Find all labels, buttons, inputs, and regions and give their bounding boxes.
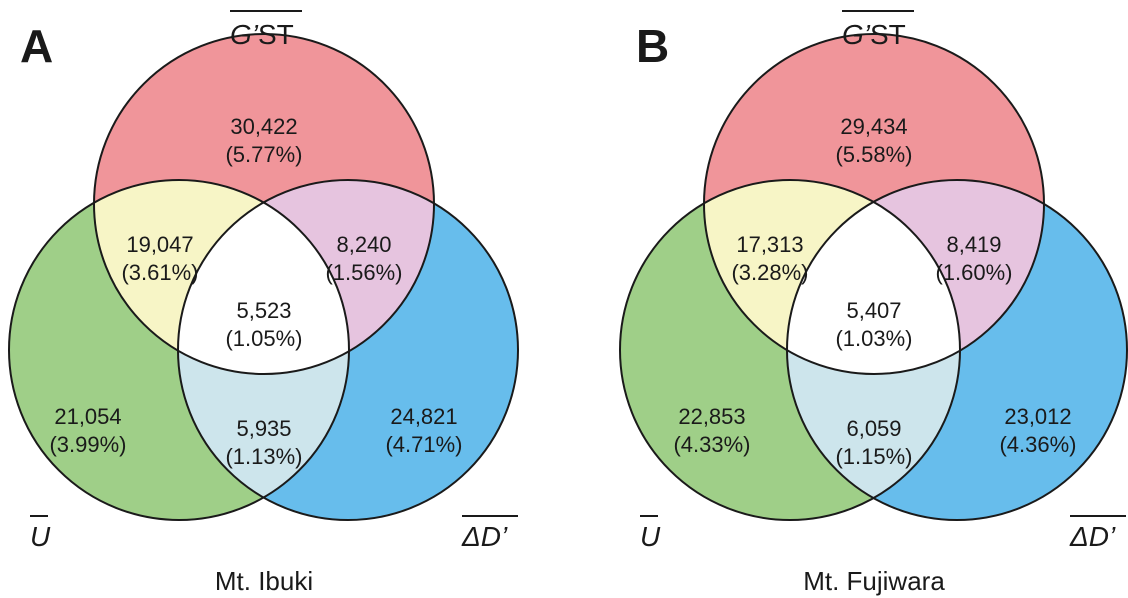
pct-gst-dd: (1.56%) — [325, 260, 402, 285]
pct-all: (1.03%) — [835, 326, 912, 351]
count-gst-only: 29,434 — [840, 114, 907, 139]
count-all: 5,407 — [846, 298, 901, 323]
pct-u-only: (4.33%) — [673, 432, 750, 457]
circle-outline-dd — [177, 179, 519, 521]
panel-letter: A — [20, 20, 53, 72]
pct-gst-u: (3.28%) — [731, 260, 808, 285]
count-all: 5,523 — [236, 298, 291, 323]
circle-outline-dd — [786, 179, 1128, 521]
region-all — [787, 180, 960, 374]
circle-outline-u — [619, 179, 961, 521]
count-gst-u: 19,047 — [126, 232, 193, 257]
pct-dd-only: (4.36%) — [999, 432, 1076, 457]
pct-u-only: (3.99%) — [49, 432, 126, 457]
pct-u-dd: (1.15%) — [835, 444, 912, 469]
count-gst-u: 17,313 — [736, 232, 803, 257]
count-gst-dd: 8,240 — [336, 232, 391, 257]
count-dd-only: 23,012 — [1004, 404, 1071, 429]
panel-letter: B — [636, 20, 669, 72]
count-gst-dd: 8,419 — [946, 232, 1001, 257]
site-label: Mt. Fujiwara — [803, 566, 945, 596]
count-u-only: 21,054 — [54, 404, 121, 429]
pct-dd-only: (4.71%) — [385, 432, 462, 457]
label-gst: G’ST — [842, 19, 906, 50]
count-dd-only: 24,821 — [390, 404, 457, 429]
panel-a: A G’ST U ΔD’ 30,422 (5.77%) 19,047 (3.61… — [8, 10, 519, 596]
circle-outline-u — [8, 179, 350, 521]
pct-gst-u: (3.61%) — [121, 260, 198, 285]
label-dd: ΔD’ — [461, 521, 508, 552]
site-label: Mt. Ibuki — [215, 566, 313, 596]
label-dd: ΔD’ — [1069, 521, 1116, 552]
pct-gst-only: (5.58%) — [835, 142, 912, 167]
label-u: U — [30, 521, 51, 552]
pct-gst-dd: (1.60%) — [935, 260, 1012, 285]
count-u-dd: 5,935 — [236, 416, 291, 441]
panel-b: B G’ST U ΔD’ 29,434 (5.58%) 17,313 (3.28… — [619, 10, 1128, 596]
pct-gst-only: (5.77%) — [225, 142, 302, 167]
pct-u-dd: (1.13%) — [225, 444, 302, 469]
count-u-only: 22,853 — [678, 404, 745, 429]
label-gst: G’ST — [230, 19, 294, 50]
count-gst-only: 30,422 — [230, 114, 297, 139]
pct-all: (1.05%) — [225, 326, 302, 351]
label-u: U — [640, 521, 661, 552]
count-u-dd: 6,059 — [846, 416, 901, 441]
